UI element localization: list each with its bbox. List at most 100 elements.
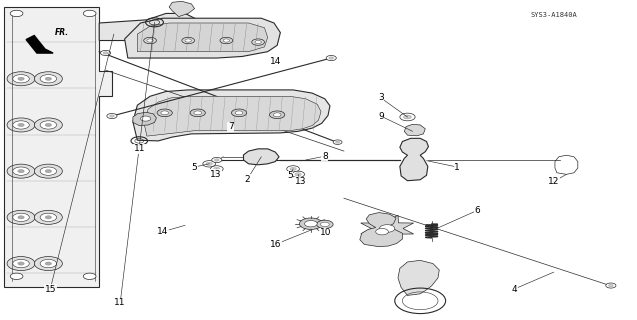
- Polygon shape: [400, 138, 429, 181]
- Circle shape: [7, 72, 35, 86]
- Circle shape: [83, 10, 96, 17]
- Circle shape: [13, 167, 29, 175]
- Circle shape: [7, 210, 35, 224]
- Circle shape: [7, 118, 35, 132]
- Text: 11: 11: [134, 144, 145, 153]
- Polygon shape: [144, 96, 321, 136]
- Text: 1: 1: [454, 163, 460, 172]
- Polygon shape: [169, 1, 194, 17]
- Text: 9: 9: [378, 112, 383, 121]
- Circle shape: [608, 284, 613, 287]
- Text: 6: 6: [475, 206, 480, 215]
- Polygon shape: [243, 149, 279, 165]
- Circle shape: [380, 225, 395, 232]
- Circle shape: [13, 213, 29, 221]
- Circle shape: [7, 164, 35, 178]
- Polygon shape: [26, 36, 53, 53]
- Circle shape: [190, 109, 205, 117]
- Circle shape: [18, 216, 24, 219]
- Circle shape: [231, 109, 247, 117]
- Circle shape: [223, 39, 229, 42]
- Circle shape: [40, 213, 57, 221]
- Circle shape: [40, 260, 57, 268]
- Circle shape: [295, 173, 301, 176]
- Circle shape: [326, 55, 336, 60]
- Text: 13: 13: [210, 170, 221, 179]
- Circle shape: [10, 273, 23, 279]
- Circle shape: [185, 39, 191, 42]
- Circle shape: [45, 77, 52, 80]
- Circle shape: [287, 166, 299, 172]
- Circle shape: [213, 167, 220, 171]
- Circle shape: [34, 257, 62, 270]
- Circle shape: [329, 57, 334, 59]
- Circle shape: [18, 262, 24, 265]
- Circle shape: [101, 50, 111, 55]
- Text: 16: 16: [269, 240, 281, 249]
- Circle shape: [7, 257, 35, 270]
- Circle shape: [103, 52, 108, 54]
- Circle shape: [18, 77, 24, 80]
- Circle shape: [206, 162, 212, 165]
- Circle shape: [34, 210, 62, 224]
- Text: 11: 11: [115, 298, 126, 307]
- Circle shape: [13, 121, 29, 129]
- Text: 4: 4: [512, 284, 517, 293]
- Circle shape: [210, 166, 223, 172]
- Circle shape: [304, 220, 317, 227]
- Text: 10: 10: [320, 228, 332, 237]
- Circle shape: [400, 113, 415, 121]
- Circle shape: [273, 113, 281, 117]
- Text: 15: 15: [45, 284, 56, 293]
- Polygon shape: [125, 18, 280, 58]
- Text: 3: 3: [378, 93, 383, 102]
- Polygon shape: [4, 7, 112, 287]
- Circle shape: [34, 118, 62, 132]
- Circle shape: [215, 159, 219, 161]
- Circle shape: [252, 39, 264, 45]
- Circle shape: [220, 37, 233, 44]
- Circle shape: [83, 273, 96, 279]
- Circle shape: [203, 161, 215, 167]
- Polygon shape: [133, 90, 330, 141]
- Circle shape: [45, 170, 52, 173]
- Circle shape: [147, 39, 154, 42]
- Circle shape: [10, 10, 23, 17]
- Text: 13: 13: [295, 177, 306, 186]
- Circle shape: [110, 115, 114, 117]
- Circle shape: [336, 141, 340, 143]
- Circle shape: [317, 220, 333, 228]
- Circle shape: [211, 157, 222, 163]
- Polygon shape: [99, 13, 197, 41]
- Circle shape: [34, 72, 62, 86]
- Text: 12: 12: [548, 177, 559, 186]
- Circle shape: [18, 170, 24, 173]
- Circle shape: [235, 111, 243, 115]
- Circle shape: [34, 164, 62, 178]
- Polygon shape: [361, 215, 413, 242]
- Circle shape: [13, 75, 29, 83]
- Circle shape: [40, 121, 57, 129]
- Circle shape: [182, 37, 194, 44]
- Polygon shape: [138, 23, 268, 52]
- Circle shape: [141, 116, 151, 121]
- Circle shape: [40, 167, 57, 175]
- Circle shape: [107, 114, 117, 119]
- Circle shape: [290, 167, 296, 171]
- Circle shape: [606, 283, 616, 288]
- Text: 5: 5: [192, 163, 197, 172]
- Circle shape: [194, 111, 201, 115]
- Text: 14: 14: [269, 57, 281, 66]
- Circle shape: [144, 37, 157, 44]
- Circle shape: [292, 171, 304, 178]
- Circle shape: [45, 216, 52, 219]
- Polygon shape: [398, 260, 440, 295]
- Text: 8: 8: [322, 152, 327, 161]
- Circle shape: [320, 222, 329, 227]
- Circle shape: [376, 228, 389, 235]
- Polygon shape: [360, 212, 403, 247]
- Text: SYS3-A1840A: SYS3-A1840A: [530, 12, 577, 18]
- Circle shape: [45, 262, 52, 265]
- Text: 2: 2: [245, 175, 250, 184]
- Circle shape: [40, 75, 57, 83]
